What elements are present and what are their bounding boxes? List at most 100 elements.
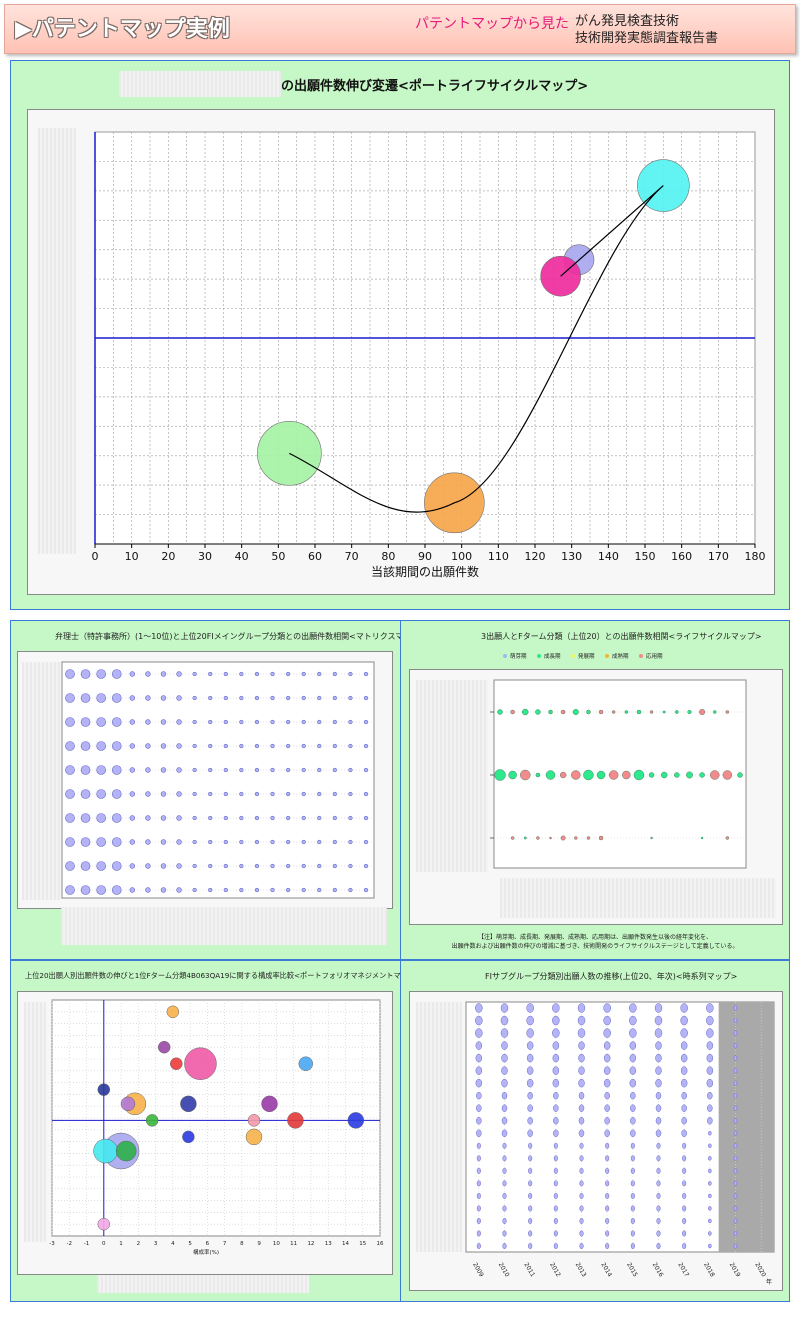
matrix-bubble (348, 863, 353, 869)
timeseries-bubble (502, 1230, 507, 1237)
timeseries-map-title: FIサブグループ分類別出願人数の推移(上位20、年次)<時系列マップ> (485, 972, 738, 981)
timeseries-bubble (733, 1117, 738, 1124)
matrix-bubble (317, 887, 322, 893)
matrix-bubble (208, 887, 213, 893)
matrix-bubble (208, 767, 213, 773)
timeseries-bubble (733, 1080, 738, 1086)
lifecycle-bubble (494, 769, 506, 781)
lifecycle-bubble (722, 770, 733, 780)
lifecycle-map-title: 3出願人とFターム分類（上位20）との出願件数相関<ライフサイクルマップ> (481, 632, 762, 641)
portfolio-x-tick-label: 2 (137, 1241, 141, 1247)
timeseries-bubble (733, 1092, 738, 1099)
matrix-bubble (286, 767, 291, 773)
timeseries-bubble (552, 1003, 560, 1013)
timeseries-bubble (553, 1155, 558, 1162)
timeseries-bubble (476, 1091, 482, 1100)
main-x-tick-label: 100 (451, 550, 472, 563)
lifecycle-bubble (611, 710, 616, 714)
matrix-bubble (332, 815, 337, 821)
lifecycle-bubble (687, 710, 692, 715)
lifecycle-legend-dot (537, 654, 541, 658)
timeseries-bubble (476, 1129, 482, 1138)
timeseries-bubble (476, 1205, 481, 1212)
matrix-bubble (332, 863, 337, 869)
timeseries-bubble (526, 1028, 534, 1038)
matrix-bubble (145, 863, 151, 869)
matrix-bubble (348, 695, 353, 701)
lifecycle-bubble (661, 771, 668, 779)
matrix-bubble (286, 695, 291, 701)
matrix-bubble (145, 719, 151, 725)
matrix-bubble (80, 765, 91, 775)
matrix-bubble (111, 861, 122, 871)
matrix-bubble (96, 765, 106, 775)
matrix-bubble (192, 815, 197, 821)
main-chart-frame: 0 10 20 30 40 50 60 70 80 90 100 110 120 130 140 150 160… (27, 109, 775, 595)
matrix-bubble (80, 813, 91, 823)
matrix-bubble (239, 815, 244, 821)
lifecycle-bubble (586, 709, 591, 715)
timeseries-bubble (502, 1180, 507, 1187)
timeseries-bubble (733, 1030, 738, 1036)
portfolio-x-tick-label: 1 (119, 1241, 123, 1247)
portfolio-bubble (287, 1112, 304, 1129)
lifecycle-bubble (598, 835, 604, 841)
portfolio-x-tick-label: 16 (377, 1241, 384, 1247)
lifecycle-bubble (725, 710, 730, 714)
timeseries-bubble (502, 1142, 507, 1149)
timeseries-bubble (680, 1053, 688, 1063)
timeseries-bubble (733, 1205, 738, 1212)
timeseries-bubble (553, 1192, 558, 1199)
matrix-bubble (301, 815, 306, 821)
matrix-bubble (317, 839, 322, 845)
timeseries-bubble (475, 1028, 483, 1038)
timeseries-bubble (629, 1041, 637, 1050)
lifecycle-bubble (497, 709, 503, 715)
timeseries-bubble (605, 1192, 610, 1199)
timeseries-bubble (680, 1078, 688, 1088)
timeseries-bubble (527, 1104, 533, 1112)
timeseries-bubble (527, 1116, 533, 1125)
page-header: ▶パテントマップ実例 パテントマップから見た がん発見検査技術 技術開発実態調査… (4, 4, 796, 54)
matrix-bubble (286, 791, 291, 797)
timeseries-bubble (501, 1078, 508, 1088)
timeseries-bubble (682, 1205, 687, 1212)
timeseries-bubble (655, 1129, 662, 1138)
matrix-bubble (192, 863, 197, 869)
matrix-bubble (286, 863, 291, 869)
lifecycle-bubble (549, 836, 552, 840)
lifecycle-bubble (725, 836, 730, 840)
timeseries-bubble (476, 1104, 482, 1112)
matrix-bubble (208, 815, 213, 821)
matrix-bubble (254, 863, 260, 869)
timeseries-bubble (552, 1041, 560, 1050)
matrix-bubble (301, 719, 306, 725)
timeseries-bubble (579, 1205, 584, 1212)
matrix-bubble (129, 887, 136, 893)
matrix-xaxis-redacted (61, 907, 387, 945)
matrix-bubble (348, 719, 353, 725)
matrix-bubble (176, 695, 182, 701)
timeseries-bubble (526, 1041, 534, 1050)
timeseries-bubble (655, 1041, 662, 1050)
timeseries-year-label: 2016 (651, 1262, 665, 1279)
timeseries-bubble (553, 1205, 558, 1212)
matrix-bubble (65, 765, 75, 775)
timeseries-bubble (733, 1155, 738, 1162)
matrix-bubble (254, 815, 260, 821)
timeseries-bubble (579, 1167, 584, 1174)
timeseries-bubble (502, 1217, 507, 1224)
timeseries-bubble (706, 1078, 714, 1088)
main-x-tick-label: 160 (671, 550, 692, 563)
matrix-bubble (160, 695, 167, 701)
matrix-bubble (301, 887, 306, 893)
timeseries-bubble (476, 1192, 481, 1199)
lifecycle-bubble (559, 771, 567, 779)
matrix-bubble (332, 671, 337, 677)
timeseries-bubble (502, 1167, 507, 1174)
matrix-bubble (65, 837, 75, 847)
timeseries-bubble (475, 1015, 483, 1026)
timeseries-bubble (552, 1028, 560, 1038)
matrix-bubble (223, 839, 228, 845)
matrix-bubble (270, 695, 275, 701)
